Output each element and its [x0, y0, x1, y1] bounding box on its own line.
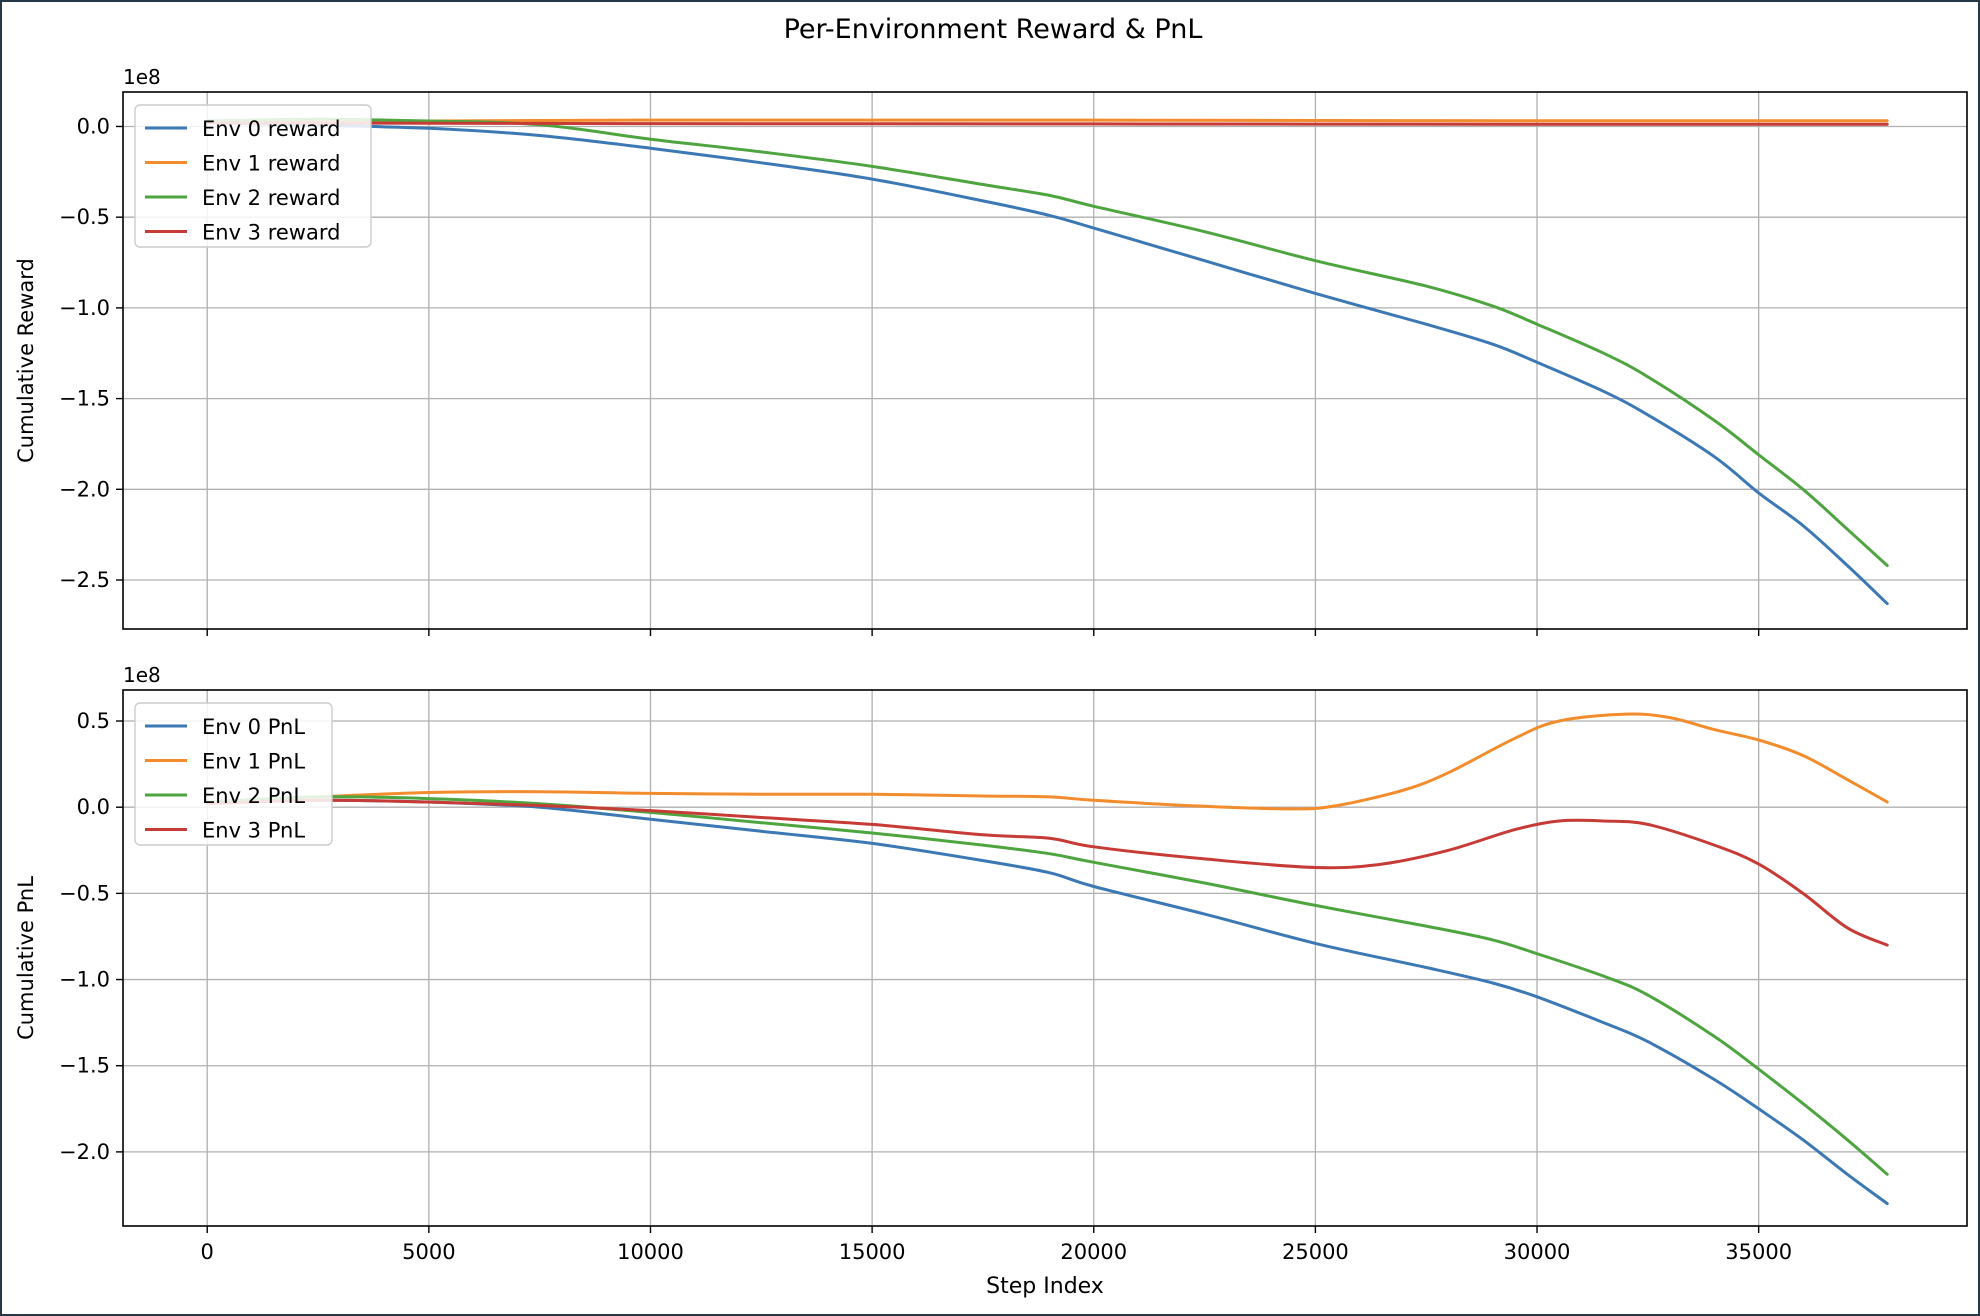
y-tick-label: 0.0	[77, 114, 110, 138]
x-tick-label: 25000	[1282, 1240, 1349, 1264]
x-axis-label: Step Index	[986, 1274, 1104, 1299]
y-tick-label: −1.0	[59, 968, 110, 992]
y-tick-label: −0.5	[59, 881, 110, 905]
legend: Env 0 PnL Env 1 PnL Env 2 PnL Env 3 PnL	[134, 702, 333, 846]
reward-subplot: Cumulative Reward 1e8 0.0 −0.5 −1.0 −1.5 −2.…	[14, 65, 1968, 636]
x-tick-label: 30000	[1504, 1240, 1571, 1264]
series-line-env-0	[205, 798, 1889, 1206]
plot-area-frame	[122, 689, 1968, 1227]
x-tick-label: 35000	[1725, 1240, 1792, 1264]
y-tick-label: 0.0	[77, 795, 110, 819]
y-tick-label: −1.0	[59, 296, 110, 320]
y-tick-label: −2.5	[59, 568, 110, 592]
x-tick-label: 15000	[839, 1240, 906, 1264]
legend-entry-label: Env 1 PnL	[202, 750, 305, 774]
y-tick-label: −1.5	[59, 387, 110, 411]
legend-entry-label: Env 0 reward	[202, 117, 340, 141]
legend: Env 0 reward Env 1 reward Env 2 reward Env …	[134, 104, 372, 248]
pnl-subplot: Cumulative PnL 1e8 Step Index 0 5000 10000…	[14, 663, 1968, 1299]
plot-area-frame	[122, 91, 1968, 630]
legend-entry-label: Env 2 reward	[202, 186, 340, 210]
y-tick-label: −2.0	[59, 1140, 110, 1164]
series-line-env-3	[205, 798, 1889, 947]
x-tick-label: 5000	[402, 1240, 455, 1264]
series-line-env-2	[205, 117, 1889, 567]
series-line-env-2	[205, 795, 1889, 1176]
y-tick-label: −1.5	[59, 1054, 110, 1078]
x-tick-label: 10000	[617, 1240, 684, 1264]
x-tick-label: 0	[201, 1240, 214, 1264]
y-axis-label: Cumulative PnL	[14, 876, 38, 1040]
series-line-env-1	[205, 712, 1889, 811]
series-line-env-1	[205, 118, 1889, 125]
y-offset-label: 1e8	[123, 65, 161, 89]
y-tick-label: −2.0	[59, 477, 110, 501]
series-line-env-0	[205, 121, 1889, 606]
series-line-env-3	[205, 121, 1889, 126]
y-tick-label: −0.5	[59, 205, 110, 229]
legend-entry-label: Env 0 PnL	[202, 715, 305, 739]
y-offset-label: 1e8	[123, 663, 161, 687]
x-tick-label: 20000	[1060, 1240, 1127, 1264]
legend-entry-label: Env 3 reward	[202, 221, 340, 245]
y-tick-label: 0.5	[77, 709, 110, 733]
legend-entry-label: Env 1 reward	[202, 152, 340, 176]
legend-box	[134, 702, 333, 846]
legend-box	[134, 104, 372, 248]
figure-title: Per-Environment Reward & PnL	[784, 14, 1203, 45]
legend-entry-label: Env 2 PnL	[202, 784, 305, 808]
legend-entry-label: Env 3 PnL	[202, 819, 305, 843]
y-axis-label: Cumulative Reward	[14, 258, 38, 463]
